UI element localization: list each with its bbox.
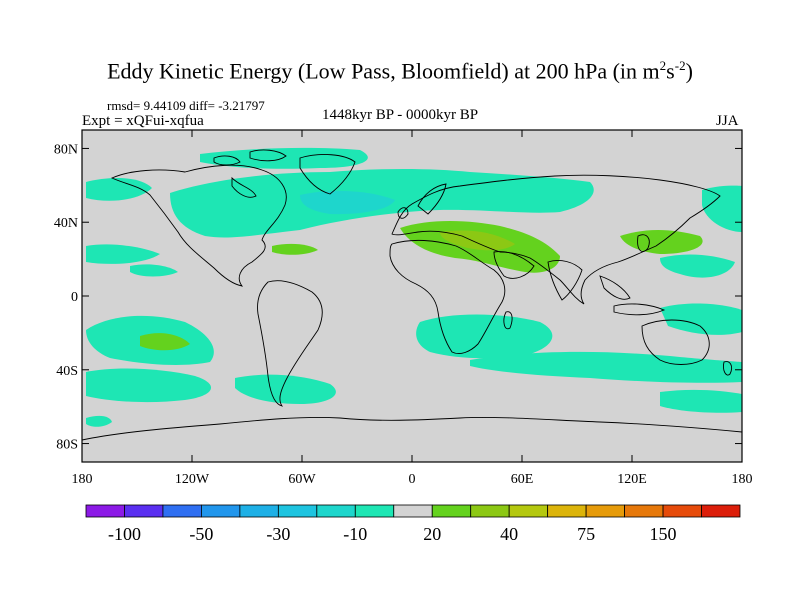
anomaly-region (86, 244, 160, 264)
period-label: 1448kyr BP - 0000kyr BP (322, 107, 479, 123)
anomaly-region (470, 351, 742, 383)
colorbar-swatch (277, 504, 318, 518)
coastline-hudson-bay (231, 176, 257, 198)
anomaly-region (86, 415, 112, 427)
anomaly-region (140, 333, 190, 351)
lat-tick-label: 40S (56, 364, 78, 379)
colorbar-label: -10 (343, 524, 367, 544)
colorbar: -100 -50 -30 -10 20 40 75 150 (85, 504, 741, 544)
coastline-madagascar (503, 311, 513, 330)
rmsd-diff-stats: rmsd= 9.44109 diff= -3.21797 (107, 98, 265, 113)
coastline-uk (397, 207, 409, 219)
colorbar-swatch (393, 504, 433, 518)
colorbar-swatch (124, 504, 164, 518)
colorbar-swatch (239, 504, 279, 518)
lon-tick-label: 60W (288, 472, 316, 487)
anomaly-region (660, 303, 742, 335)
colorbar-swatch (470, 504, 510, 518)
coastline-japan (637, 234, 650, 252)
colorbar-swatch (547, 504, 587, 518)
colorbar-label: 40 (500, 524, 518, 544)
coastline-antarctica (82, 417, 742, 441)
colorbar-swatch (508, 504, 549, 518)
title-exponent-m: 2 (659, 58, 667, 73)
coastlines (82, 149, 742, 441)
title-unit-s: s (666, 58, 675, 84)
coastline-greenland (299, 154, 356, 195)
anomaly-region (300, 190, 395, 215)
lon-tick-label: 120E (617, 472, 647, 487)
axis-ticks: 80N 40N 0 40S 80S 180 120W 60W 0 60E 120E 180 (54, 130, 753, 487)
colorbar-swatch (701, 504, 741, 518)
title-main: Eddy Kinetic Energy (Low Pass, Bloomfiel… (107, 58, 660, 84)
colorbar-swatch (624, 504, 664, 518)
lon-tick-label: 120W (175, 472, 210, 487)
anomaly-region (86, 368, 212, 403)
lon-tick-label: 0 (409, 472, 416, 487)
anomaly-region (660, 254, 735, 278)
coastline-scandinavia (417, 183, 447, 215)
anomaly-region (272, 243, 318, 255)
anomaly-region (200, 147, 368, 169)
anomaly-region (86, 178, 152, 201)
lat-tick-label: 40N (54, 216, 78, 231)
coastline-europe-asia (391, 174, 721, 305)
colorbar-swatch (585, 504, 625, 518)
title-close: ) (685, 58, 693, 84)
coastline-india (547, 259, 583, 301)
anomaly-region (416, 314, 553, 359)
colorbar-swatch (354, 504, 395, 518)
lat-tick-label: 0 (71, 290, 78, 305)
plot-title: Eddy Kinetic Energy (Low Pass, Bloomfiel… (0, 58, 800, 84)
colorbar-swatch (162, 504, 202, 518)
coastline-arabia (493, 251, 535, 279)
anomaly-fields (86, 147, 742, 427)
season-label: JJA (716, 113, 739, 129)
experiment-label: Expt = xQFui-xqfua (82, 113, 204, 129)
coastline-australia (641, 319, 710, 365)
coastline-south-america (257, 280, 323, 407)
anomaly-region (235, 374, 336, 404)
anomaly-region (130, 264, 178, 277)
colorbar-swatch (316, 504, 356, 518)
lat-tick-label: 80S (56, 438, 78, 453)
colorbar-label: -100 (108, 524, 141, 544)
coastline-southeast-asia (599, 275, 666, 316)
lon-tick-label: 180 (732, 472, 753, 487)
anomaly-region (702, 185, 742, 232)
colorbar-swatch (662, 504, 702, 518)
colorbar-label: -30 (266, 524, 290, 544)
coastline-arctic-islands (213, 149, 287, 166)
colorbar-label: 75 (577, 524, 595, 544)
lat-tick-label: 80N (54, 142, 78, 157)
colorbar-label: -50 (189, 524, 213, 544)
colorbar-swatch (431, 504, 472, 518)
lon-tick-label: 180 (72, 472, 93, 487)
title-exponent-s: -2 (674, 58, 686, 73)
lon-tick-label: 60E (511, 472, 534, 487)
colorbar-swatch (201, 504, 241, 518)
anomaly-region (660, 389, 742, 413)
colorbar-label: 20 (423, 524, 441, 544)
colorbar-label: 150 (650, 524, 677, 544)
coastline-new-zealand (723, 361, 733, 376)
coastline-africa (389, 239, 506, 355)
colorbar-swatch (85, 504, 125, 518)
